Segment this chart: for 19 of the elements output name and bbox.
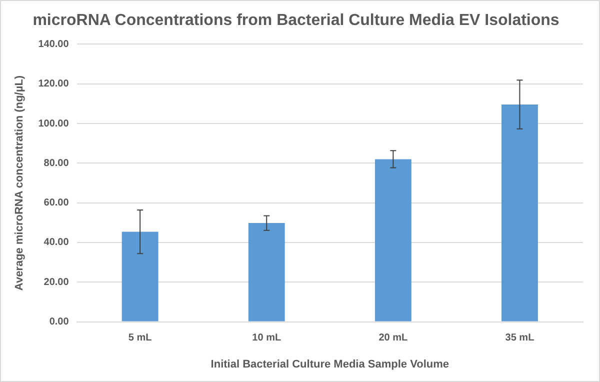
y-tick-label: 0.00 <box>49 316 70 328</box>
x-axis-title: Initial Bacterial Culture Media Sample Volume <box>210 358 449 370</box>
y-tick-label: 80.00 <box>44 158 70 169</box>
x-tick-label: 10 mL <box>252 332 282 344</box>
x-tick-label: 35 mL <box>505 332 534 344</box>
y-tick-label: 60.00 <box>44 198 70 209</box>
y-tick-label: 120.00 <box>38 78 70 90</box>
y-tick-label: 40.00 <box>44 237 70 248</box>
x-tick-label: 5 mL <box>128 332 152 344</box>
bar <box>374 159 412 322</box>
bar <box>122 232 158 322</box>
chart-title: microRNA Concentrations from Bacterial Culture Media EV Isolations <box>32 12 560 30</box>
bar <box>502 104 538 322</box>
y-tick-label: 100.00 <box>38 118 70 130</box>
y-axis-title: Average microRNA concentration (ng/µL) <box>14 75 26 291</box>
bar <box>248 223 285 322</box>
y-tick-label: 20.00 <box>44 276 70 288</box>
x-tick-label: 20 mL <box>378 332 408 344</box>
y-tick-label: 140.00 <box>38 38 70 50</box>
